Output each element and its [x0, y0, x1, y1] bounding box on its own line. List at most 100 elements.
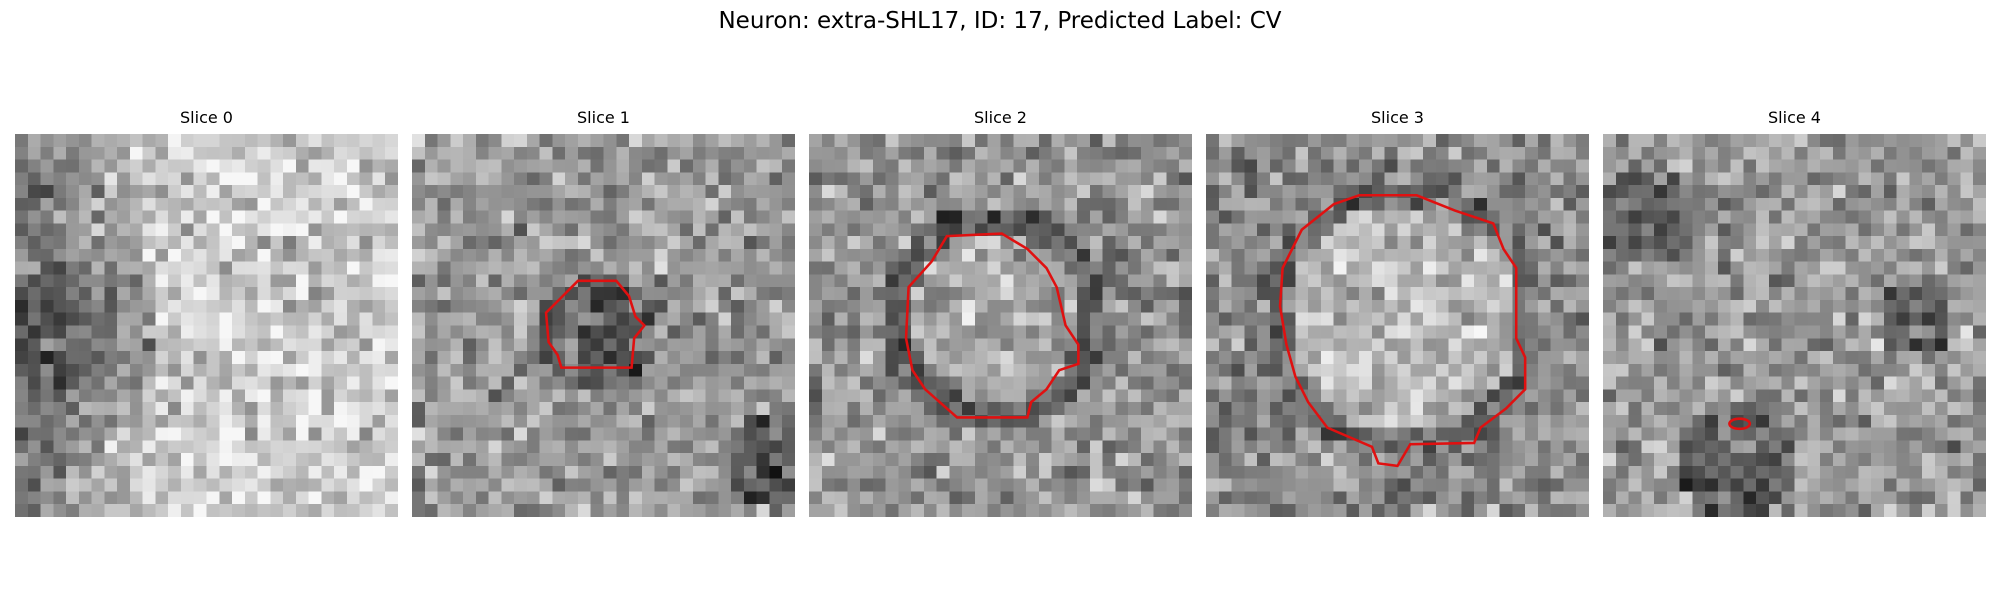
- pixel: [1845, 376, 1859, 390]
- pixel: [1871, 376, 1884, 390]
- pixel: [1371, 287, 1385, 300]
- pixel: [1934, 491, 1948, 505]
- pixel: [1051, 389, 1065, 403]
- pixel: [40, 146, 54, 160]
- pixel: [168, 248, 181, 262]
- pixel: [308, 351, 322, 364]
- pixel: [974, 248, 988, 262]
- pixel: [1089, 223, 1103, 237]
- pixel: [1397, 146, 1411, 160]
- pixel: [283, 185, 296, 198]
- pixel: [731, 134, 744, 147]
- pixel: [1960, 274, 1974, 288]
- pixel: [1768, 427, 1782, 441]
- pixel: [257, 504, 271, 517]
- pixel: [987, 427, 1001, 441]
- pixel: [1909, 185, 1923, 198]
- pixel: [1858, 504, 1872, 517]
- pixel: [1231, 159, 1245, 173]
- pixel: [412, 287, 425, 300]
- pixel: [1871, 261, 1884, 275]
- pixel: [1934, 402, 1948, 415]
- pixel: [501, 223, 515, 237]
- pixel: [1448, 376, 1462, 390]
- pixel: [1115, 299, 1129, 313]
- pixel: [1269, 338, 1283, 352]
- pixel: [1756, 376, 1769, 390]
- pixel: [1359, 427, 1372, 441]
- pixel: [1333, 325, 1347, 339]
- pixel: [1320, 134, 1334, 147]
- pixel: [1512, 146, 1526, 160]
- pixel: [1102, 134, 1116, 147]
- pixel: [962, 478, 975, 492]
- pixel: [372, 248, 386, 262]
- pixel: [1128, 274, 1141, 288]
- pixel: [1679, 491, 1693, 505]
- pixel: [1308, 236, 1321, 249]
- pixel: [283, 338, 296, 352]
- pixel: [1128, 185, 1141, 198]
- pixel: [692, 376, 706, 390]
- pixel: [1179, 402, 1192, 415]
- pixel: [629, 274, 642, 288]
- pixel: [1794, 402, 1808, 415]
- pixel: [1026, 197, 1039, 211]
- pixel: [1295, 248, 1309, 262]
- pixel: [1537, 338, 1551, 352]
- pixel: [603, 440, 617, 454]
- pixel: [769, 504, 783, 517]
- pixel: [667, 338, 681, 352]
- pixel: [1051, 440, 1065, 454]
- pixel: [680, 185, 693, 198]
- pixel: [1563, 248, 1577, 262]
- pixel: [27, 134, 41, 147]
- pixel: [412, 427, 425, 441]
- pixel: [1461, 325, 1475, 339]
- pixel: [1153, 402, 1167, 415]
- pixel: [1550, 363, 1564, 377]
- pixel: [1717, 440, 1731, 454]
- pixel: [1346, 465, 1360, 479]
- pixel: [1563, 274, 1577, 288]
- pixel: [603, 414, 617, 428]
- pixel: [1628, 376, 1642, 390]
- pixel: [526, 440, 540, 454]
- pixel: [437, 172, 451, 186]
- pixel: [283, 299, 296, 313]
- pixel: [1781, 312, 1795, 326]
- pixel: [1115, 134, 1129, 147]
- pixel: [641, 172, 655, 186]
- pixel: [1820, 287, 1833, 300]
- pixel: [962, 363, 975, 377]
- pixel: [1896, 402, 1910, 415]
- pixel: [142, 274, 156, 288]
- pixel: [1448, 185, 1462, 198]
- pixel: [1896, 134, 1910, 147]
- slice-image: [1206, 134, 1589, 517]
- pixel: [1333, 453, 1347, 466]
- pixel: [1615, 248, 1629, 262]
- pixel: [962, 299, 975, 313]
- pixel: [1218, 261, 1232, 275]
- pixel: [257, 453, 271, 466]
- pixel: [283, 351, 296, 364]
- pixel: [1102, 325, 1116, 339]
- pixel: [1269, 236, 1283, 249]
- pixel: [270, 146, 284, 160]
- pixel: [1730, 389, 1744, 403]
- pixel: [1615, 440, 1629, 454]
- pixel: [1166, 134, 1180, 147]
- pixel: [321, 185, 335, 198]
- pixel: [1461, 376, 1475, 390]
- pixel: [526, 223, 540, 237]
- pixel: [1896, 389, 1910, 403]
- pixel: [1679, 312, 1693, 326]
- pixel: [142, 491, 156, 505]
- pixel: [1384, 504, 1398, 517]
- pixel: [1832, 134, 1846, 147]
- pixel: [1717, 351, 1731, 364]
- pixel: [526, 427, 540, 441]
- pixel: [987, 312, 1001, 326]
